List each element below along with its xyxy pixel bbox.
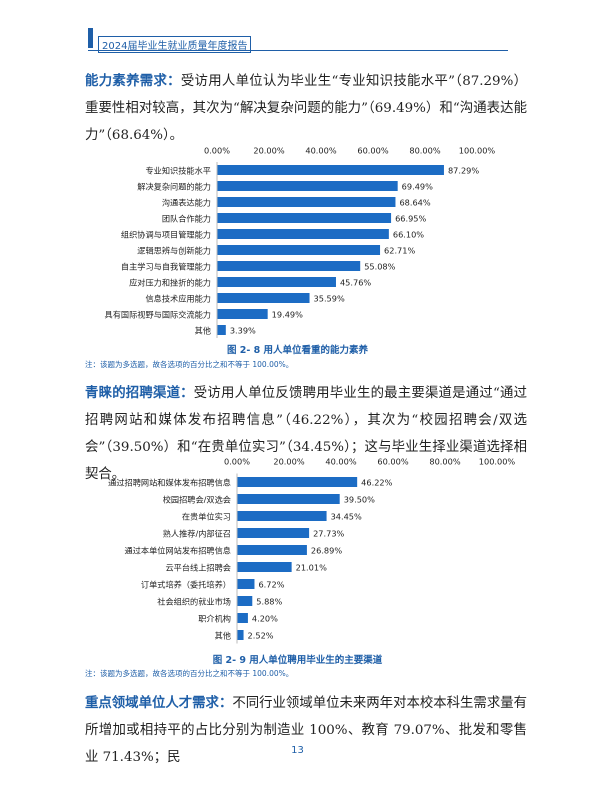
category-label: 信息技术应用能力 bbox=[145, 294, 211, 304]
x-tick-label: 80.00% bbox=[429, 457, 460, 467]
bar bbox=[237, 562, 292, 572]
bar bbox=[217, 229, 389, 239]
category-label: 专业知识技能水平 bbox=[145, 166, 211, 176]
bar bbox=[217, 213, 392, 223]
category-label: 具有国际视野与国际交流能力 bbox=[105, 310, 211, 320]
note: 注：该题为多选题，故各选项的百分比之和不等于 100.00%。 bbox=[85, 669, 294, 678]
header-mark bbox=[88, 28, 93, 48]
category-label: 熟人推荐/内部征召 bbox=[163, 529, 231, 539]
bar bbox=[237, 613, 248, 623]
value-label: 45.76% bbox=[340, 278, 371, 288]
bar bbox=[217, 293, 310, 303]
x-tick-label: 20.00% bbox=[273, 457, 304, 467]
category-label: 解决复杂问题的能力 bbox=[137, 182, 211, 192]
value-label: 34.45% bbox=[331, 512, 362, 522]
paragraph-text: 受访用人单位认为毕业生“专业知识技能水平”（87.29%）重要性相对较高，其次为… bbox=[85, 74, 527, 143]
value-label: 39.50% bbox=[344, 495, 375, 505]
paragraph-text: 不同行业领域单位未来两年对本校本科生需求量有所增加或相持平的占比分别为制造业 1… bbox=[85, 696, 528, 765]
paragraph: 重点领域单位人才需求：不同行业领域单位未来两年对本校本科生需求量有所增加或相持平… bbox=[85, 690, 527, 771]
value-label: 35.59% bbox=[314, 294, 345, 304]
bar bbox=[217, 277, 336, 287]
value-label: 3.39% bbox=[230, 326, 256, 336]
value-label: 46.22% bbox=[361, 478, 392, 488]
paragraph: 青睐的招聘渠道：受访用人单位反馈聘用毕业生的最主要渠道是通过“通过招聘网站和媒体… bbox=[85, 380, 527, 488]
category-label: 其他 bbox=[215, 631, 231, 641]
category-label: 通过本单位网站发布招聘信息 bbox=[125, 546, 231, 556]
bar bbox=[237, 477, 358, 487]
bar bbox=[237, 545, 307, 555]
value-label: 27.73% bbox=[313, 529, 344, 539]
category-label: 职介机构 bbox=[198, 614, 231, 624]
paragraph-text: 受访用人单位反馈聘用毕业生的最主要渠道是通过“通过招聘网站和媒体发布招聘信息”（… bbox=[85, 386, 527, 482]
category-label: 团队合作能力 bbox=[162, 214, 211, 224]
header-rule bbox=[88, 50, 508, 51]
category-label: 组织协调与项目管理能力 bbox=[121, 230, 211, 240]
bar bbox=[237, 596, 253, 606]
value-label: 55.08% bbox=[364, 262, 395, 272]
paragraph-label: 能力素养需求： bbox=[85, 74, 181, 89]
category-label: 云平台线上招聘会 bbox=[165, 563, 231, 573]
value-label: 4.20% bbox=[252, 614, 278, 624]
page-number: 13 bbox=[291, 745, 304, 756]
value-label: 21.01% bbox=[296, 563, 327, 573]
value-label: 19.49% bbox=[272, 310, 303, 320]
bar bbox=[217, 325, 226, 335]
value-label: 69.49% bbox=[402, 182, 433, 192]
x-tick-label: 100.00% bbox=[459, 146, 496, 156]
paragraph: 能力素养需求：受访用人单位认为毕业生“专业知识技能水平”（87.29%）重要性相… bbox=[85, 68, 527, 149]
x-tick-label: 20.00% bbox=[253, 146, 284, 156]
x-tick-label: 40.00% bbox=[325, 457, 356, 467]
x-tick-label: 60.00% bbox=[377, 457, 408, 467]
caption: 图 2- 9 用人单位聘用毕业生的主要渠道 bbox=[212, 655, 383, 666]
paragraph-label: 青睐的招聘渠道： bbox=[85, 386, 194, 401]
value-label: 87.29% bbox=[448, 166, 479, 176]
bar bbox=[217, 261, 361, 271]
category-label: 自主学习与自我管理能力 bbox=[121, 262, 211, 272]
value-label: 62.71% bbox=[384, 246, 415, 256]
category-label: 校园招聘会/双选会 bbox=[163, 495, 231, 505]
paragraph-label: 重点领域单位人才需求： bbox=[85, 696, 233, 711]
bar bbox=[237, 579, 255, 589]
bar bbox=[217, 197, 396, 207]
x-tick-label: 0.00% bbox=[224, 457, 250, 467]
bar bbox=[237, 528, 310, 538]
category-label: 沟通表达能力 bbox=[162, 198, 211, 208]
bar bbox=[237, 630, 244, 640]
x-tick-label: 100.00% bbox=[479, 457, 516, 467]
bar bbox=[237, 511, 327, 521]
bar bbox=[237, 494, 340, 504]
value-label: 68.64% bbox=[399, 198, 430, 208]
x-tick-label: 60.00% bbox=[357, 146, 388, 156]
category-label: 其他 bbox=[195, 326, 211, 336]
category-label: 逻辑思辨与创新能力 bbox=[137, 246, 211, 256]
x-tick-label: 40.00% bbox=[305, 146, 336, 156]
category-label: 社会组织的就业市场 bbox=[157, 597, 231, 607]
value-label: 66.95% bbox=[395, 214, 426, 224]
value-label: 2.52% bbox=[248, 631, 274, 641]
value-label: 5.88% bbox=[256, 597, 282, 607]
bar bbox=[217, 309, 268, 319]
category-label: 在贵单位实习 bbox=[182, 512, 231, 522]
value-label: 6.72% bbox=[258, 580, 284, 590]
bar bbox=[217, 165, 444, 175]
chart: 0.00% 20.00% 40.00% 60.00% 80.00% 100.00% 专业知识… bbox=[105, 146, 496, 338]
value-label: 26.89% bbox=[311, 546, 342, 556]
note: 注：该题为多选题，故各选项的百分比之和不等于 100.00%。 bbox=[85, 360, 294, 369]
chart: 0.00% 20.00% 40.00% 60.00% 80.00% 100.00% 通过招聘… bbox=[108, 457, 516, 644]
x-tick-label: 80.00% bbox=[409, 146, 440, 156]
category-label: 通过招聘网站和媒体发布招聘信息 bbox=[108, 478, 231, 488]
header-title: 2024届毕业生就业质量年度报告 bbox=[98, 36, 252, 53]
bar bbox=[217, 245, 381, 255]
caption: 图 2- 8 用人单位看重的能力素养 bbox=[226, 345, 369, 356]
x-tick-label: 0.00% bbox=[204, 146, 230, 156]
bar bbox=[217, 181, 398, 191]
category-label: 应对压力和挫折的能力 bbox=[129, 278, 211, 288]
value-label: 66.10% bbox=[393, 230, 424, 240]
category-label: 订单式培养（委托培养） bbox=[141, 580, 231, 590]
